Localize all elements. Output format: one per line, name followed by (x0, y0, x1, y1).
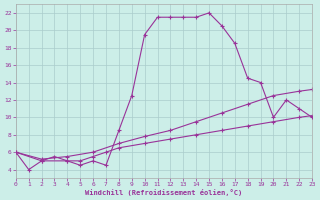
X-axis label: Windchill (Refroidissement éolien,°C): Windchill (Refroidissement éolien,°C) (85, 189, 243, 196)
